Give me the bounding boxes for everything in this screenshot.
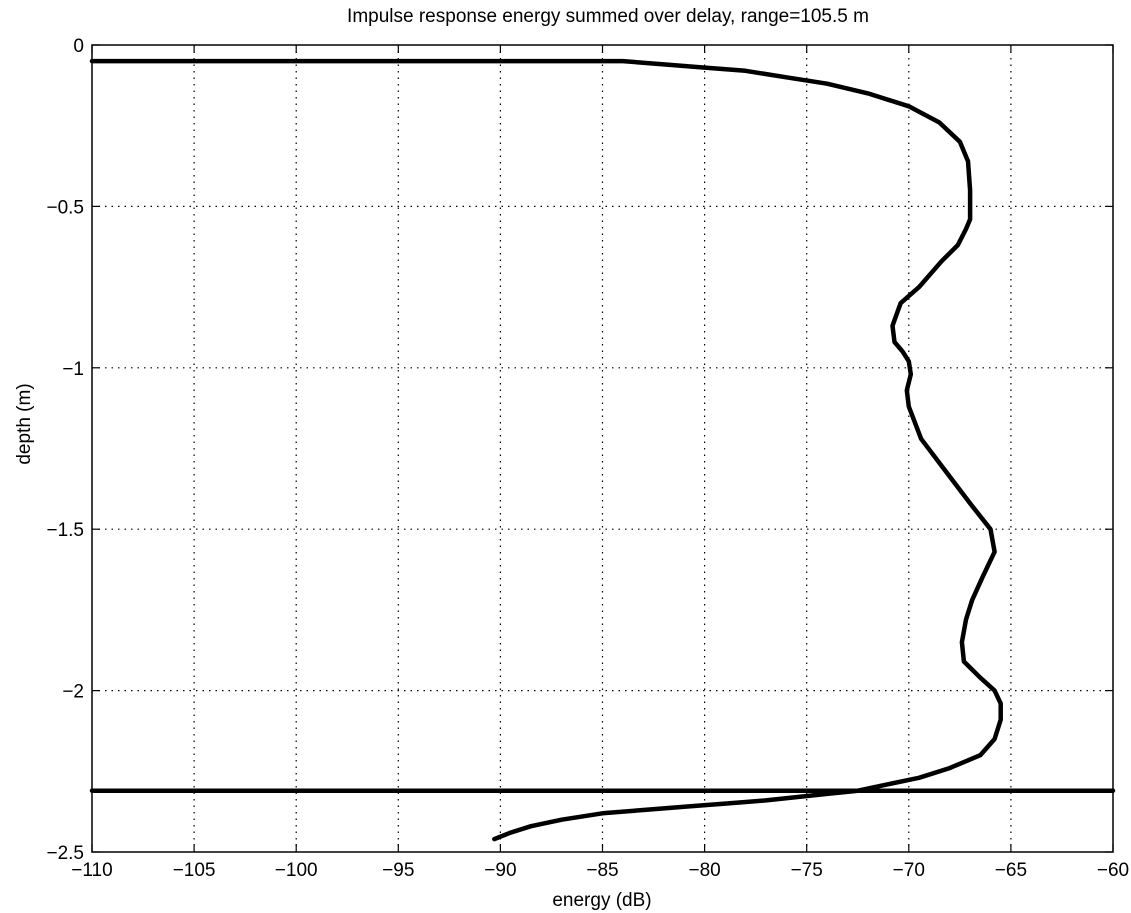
x-tick-label: −75 [791,860,823,881]
x-tick-label: −105 [173,860,216,881]
x-tick-label: −65 [995,860,1027,881]
tick-layer: −110 −105 −100 −95 −90 −85 −80 −75 −70 −65 −60 0 −0.… [46,36,1129,881]
x-tick-label: −80 [688,860,720,881]
y-axis-label: depth (m) [14,383,35,464]
x-tick-label: −60 [1097,860,1129,881]
x-axis-label: energy (dB) [552,890,651,911]
x-tick-label: −110 [71,860,112,881]
y-tick-label: −2 [62,682,84,703]
y-tick-label: 0 [73,36,84,57]
series-line-1 [89,58,1003,842]
series-layer [89,58,1116,842]
y-tick-label: −1 [62,359,84,380]
y-tick-label: −0.5 [46,197,84,218]
y-tick-label: −2.5 [46,843,84,864]
x-tick-label: −95 [382,860,414,881]
x-tick-label: −100 [275,860,318,881]
chart-title: Impulse response energy summed over dela… [347,6,869,27]
x-tick-label: −90 [484,860,516,881]
x-tick-label: −70 [893,860,925,881]
grid-layer [92,45,1113,852]
x-tick-label: −85 [586,860,618,881]
y-tick-label: −1.5 [46,520,84,541]
